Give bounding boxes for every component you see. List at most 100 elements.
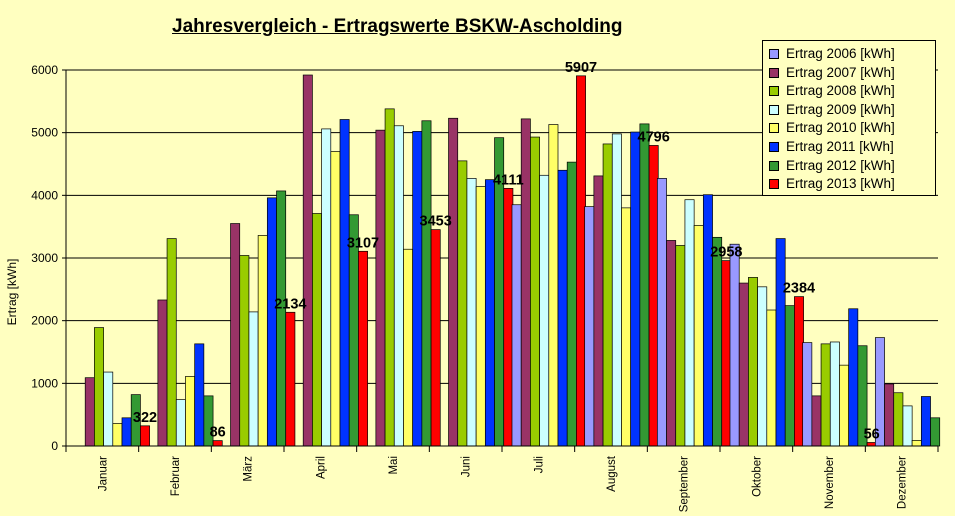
bar (185, 376, 196, 447)
x-tick-label: November (824, 456, 836, 509)
data-label: 56 (864, 426, 880, 442)
bar (212, 440, 223, 447)
bar (112, 423, 123, 447)
bar (503, 188, 514, 447)
bar (684, 199, 695, 447)
bar (630, 131, 641, 447)
legend-label: Ertrag 2009 [kWh] (786, 101, 895, 117)
bar (312, 213, 322, 447)
bar (140, 425, 150, 447)
legend-label: Ertrag 2011 [kWh] (786, 139, 894, 154)
x-tick-label: Januar (97, 456, 109, 491)
bar (675, 245, 686, 447)
bar (302, 74, 313, 447)
data-label: 4796 (638, 129, 670, 145)
bar (602, 143, 613, 447)
bar (802, 342, 813, 447)
legend: Ertrag 2006 [kWh] Ertrag 2007 [kWh] Ertrag… (762, 40, 936, 196)
legend-label: Ertrag 2012 [kWh] (786, 157, 895, 173)
bar (593, 175, 604, 447)
data-label: 2384 (783, 281, 815, 297)
x-tick-label: August (606, 455, 618, 492)
legend-label: Ertrag 2013 [kWh] (786, 176, 895, 192)
bar (584, 206, 595, 447)
bar (920, 396, 931, 447)
legend-swatch (769, 67, 779, 78)
bar (557, 169, 568, 447)
legend-label: Ertrag 2007 [kWh] (786, 64, 895, 80)
bar (484, 179, 495, 447)
bar (466, 178, 477, 447)
bar (530, 136, 540, 447)
bar (648, 145, 659, 447)
x-tick-label: Mai (388, 456, 400, 475)
bar (702, 194, 713, 447)
y-tick-label: 4000 (31, 188, 58, 202)
data-label: 2134 (274, 296, 306, 312)
bar (539, 174, 550, 447)
bar (729, 243, 740, 447)
x-tick-label: März (243, 456, 255, 482)
bar (520, 118, 531, 447)
x-tick-label: September (679, 456, 691, 512)
bar (384, 108, 395, 447)
bar (412, 131, 423, 447)
legend-label: Ertrag 2010 [kWh] (786, 120, 895, 136)
bar (175, 399, 186, 447)
legend-label: Ertrag 2008 [kWh] (786, 83, 895, 99)
bar (285, 311, 296, 447)
bar (757, 286, 768, 447)
bar (230, 223, 241, 447)
bar (103, 371, 114, 447)
legend-label: Ertrag 2006 [kWh] (786, 46, 895, 61)
bar (448, 117, 459, 447)
chart-title: Jahresvergleich - Ertragswerte BSKW-Asch… (172, 16, 623, 37)
y-tick-label: 3000 (31, 251, 58, 265)
bar (194, 343, 205, 447)
bar (330, 151, 341, 447)
bar (911, 440, 922, 447)
x-tick-label: Juni (461, 456, 473, 477)
y-tick-label: 2000 (31, 314, 58, 328)
bar (611, 133, 622, 447)
bar (866, 442, 877, 447)
y-tick-label: 1000 (31, 376, 58, 390)
bar (121, 417, 132, 447)
bar (738, 282, 749, 447)
bar (393, 125, 404, 447)
bar (902, 405, 913, 447)
bar (403, 248, 414, 447)
bar (239, 255, 250, 447)
bar (829, 341, 840, 447)
legend-swatch (769, 104, 779, 115)
bar (257, 235, 268, 447)
legend-swatch (769, 142, 779, 152)
y-axis-label: Ertrag [kWh] (5, 259, 19, 326)
bar (930, 417, 941, 447)
bar (820, 343, 831, 447)
data-label: 2958 (710, 245, 742, 261)
bar (475, 186, 486, 447)
bar (639, 123, 650, 447)
bar (656, 178, 667, 447)
bar (566, 161, 577, 447)
bar (721, 260, 732, 447)
bar (375, 129, 386, 447)
x-tick-label: Oktober (751, 456, 763, 497)
y-tick-label: 6000 (31, 63, 58, 77)
bar (766, 309, 777, 447)
data-label: 4111 (493, 172, 524, 188)
legend-swatch (769, 123, 779, 134)
bar (712, 236, 723, 447)
bar (157, 299, 168, 447)
data-label: 322 (133, 410, 157, 426)
bar (884, 383, 895, 447)
bar (166, 238, 177, 447)
bar (321, 128, 332, 447)
bar (266, 197, 277, 447)
x-tick-label: Dezember (897, 456, 909, 509)
bar (430, 229, 441, 447)
legend-swatch (769, 179, 779, 190)
bar (358, 250, 368, 447)
